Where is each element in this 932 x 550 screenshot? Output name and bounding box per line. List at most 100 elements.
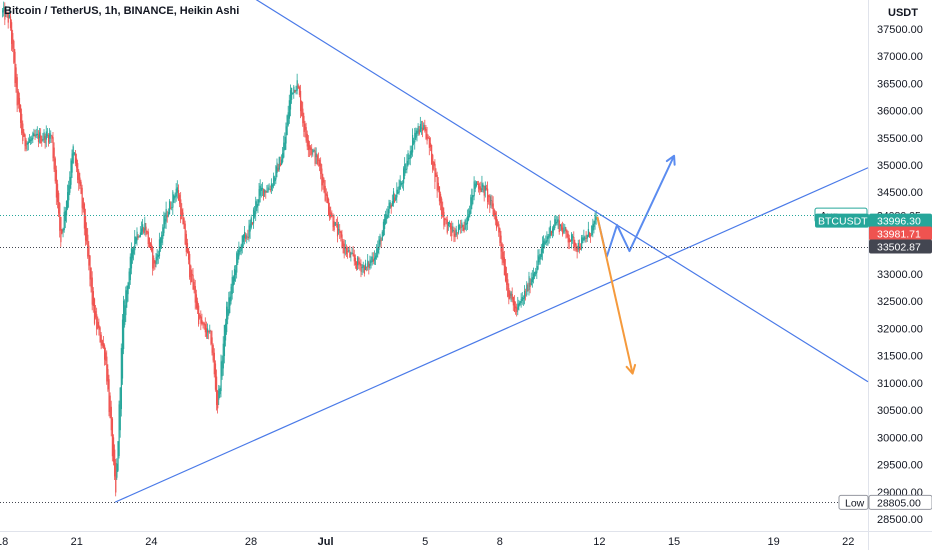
candle-body [186,242,189,254]
candle-body [411,134,414,153]
candle-body [275,166,277,180]
candle-body [534,271,536,277]
candle-body [140,228,143,235]
candle-body [518,302,520,307]
price-tick-label: 33000.00 [877,269,923,281]
candle-body [428,137,430,148]
candle-body [371,256,373,263]
candle-body [367,260,369,267]
candle-body [134,236,136,251]
candle-body [469,210,471,218]
price-axis[interactable]: 37500.00 37000.00 36500.00 36000.00 35500.00… [814,7,932,526]
candle-body [282,152,284,163]
candle-body [334,222,336,226]
candle-body [49,133,51,139]
trendline-2[interactable] [114,167,869,503]
candle-body [331,214,333,216]
candle-body [2,10,4,13]
candle-body [72,146,74,164]
candle-body [488,195,490,198]
candle-body [311,148,313,155]
candle-body [205,328,208,337]
candle-body [569,240,572,242]
candle-body [493,209,495,216]
bearish-projection-line[interactable] [596,216,634,374]
candle-body [227,309,229,320]
candle-body [221,360,223,377]
candle-body [3,6,5,12]
candle-body [438,186,441,202]
bullish-projection-line[interactable] [596,155,675,259]
price-tick-label: 29500.00 [877,460,923,472]
date-tick-label: 22 [842,536,854,548]
candle-body [172,191,174,208]
time-axis[interactable]: 18 21 24 28 Jul 5 8 12 15 19 22 [0,536,854,548]
candle-body [232,276,234,286]
candle-body [529,283,531,288]
low-label: Low [845,497,865,509]
candle-body [390,205,392,208]
price-tick-label: 30500.00 [877,405,923,417]
candle-body [114,449,116,477]
candle-body [68,185,70,201]
candle-body [179,195,181,204]
current-price-value: 33996.30 [877,216,921,228]
candle-body [162,227,164,239]
candle-body [210,330,212,344]
currency-label[interactable]: USDT [888,7,918,19]
trendlines[interactable] [63,0,869,503]
candle-body [314,150,316,164]
candle-body [217,390,219,409]
candle-body [78,171,80,184]
candle-body [144,222,146,231]
candle-body [485,188,488,190]
candle-body [213,352,215,375]
candle-body [265,191,267,193]
candle-body [481,183,483,191]
candle-body [359,262,361,266]
candle-body [105,352,107,361]
price-level-lines [0,215,868,503]
candle-body [403,168,405,184]
candle-body [382,221,385,237]
candle-body [69,176,71,193]
candle-body [181,209,183,216]
candle-body [36,133,38,135]
candle-body [298,86,301,95]
candle-body [592,223,594,231]
candle-body [175,188,177,197]
low-value: 28805.00 [877,497,921,509]
date-tick-label: 8 [497,536,503,548]
candle-body [413,140,415,144]
candle-body [483,185,485,196]
candle-body [472,195,474,198]
candle-body [520,298,522,303]
candle-body [583,236,585,241]
candle-body [11,22,13,44]
candle-body [255,201,257,214]
candle-body [540,248,542,257]
candle-body [316,155,318,165]
candle-body [581,237,583,249]
candle-body [31,137,33,141]
candle-body [183,218,185,229]
candle-body [46,134,49,136]
trendline-1[interactable] [63,0,869,383]
candle-body [427,137,429,139]
candle-body [288,100,290,119]
candle-body [523,291,526,299]
candle-body [513,301,516,312]
candle-body [59,203,61,231]
candle-body [554,219,556,229]
candle-body [557,219,559,222]
candle-body [527,289,529,291]
candle-body [147,231,149,245]
candle-body [521,297,523,301]
candle-body [498,224,500,233]
price-tick-label: 34500.00 [877,187,923,199]
candle-body [263,188,265,197]
date-tick-label: 5 [422,536,428,548]
ask-price-value: 33981.71 [877,228,921,240]
candle-body [173,196,175,200]
